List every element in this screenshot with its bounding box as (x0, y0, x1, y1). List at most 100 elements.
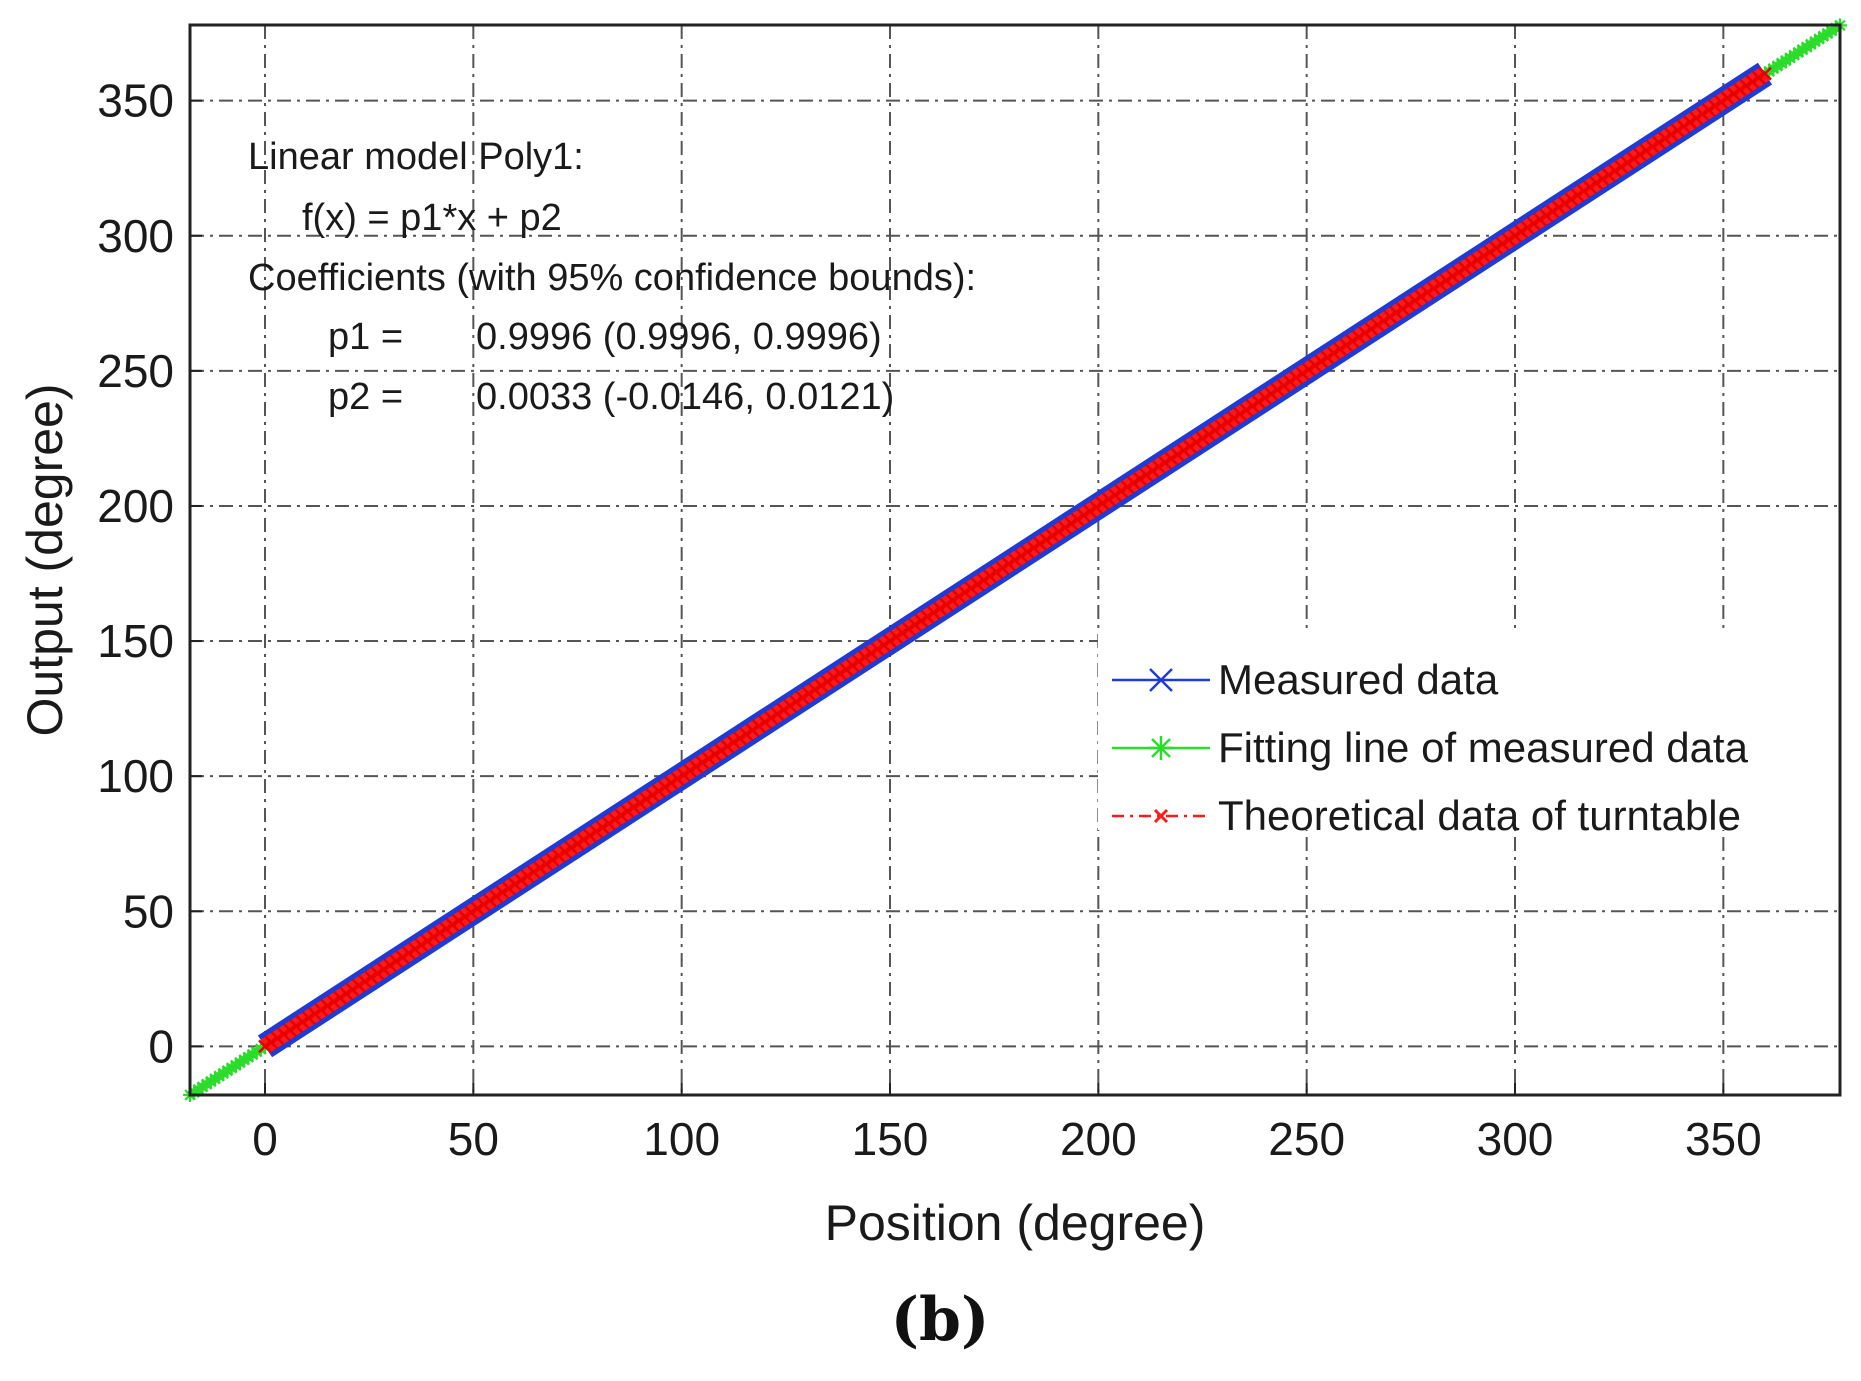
theoretical-marker (1376, 313, 1391, 328)
theoretical-marker (701, 751, 716, 766)
theoretical-marker (1570, 188, 1585, 203)
theoretical-marker (1395, 301, 1410, 316)
theoretical-marker (1501, 232, 1516, 247)
theoretical-marker (1008, 553, 1022, 567)
theoretical-marker (1051, 524, 1066, 539)
y-tick-label: 50 (123, 885, 174, 937)
theoretical-marker (1451, 265, 1466, 280)
theoretical-marker (608, 812, 622, 827)
theoretical-marker (758, 715, 772, 730)
theoretical-marker (676, 767, 691, 782)
theoretical-marker (1120, 480, 1135, 494)
theoretical-marker (1620, 155, 1635, 170)
theoretical-marker (839, 662, 854, 677)
theoretical-marker (626, 800, 641, 815)
theoretical-marker (364, 970, 379, 985)
legend-label: Theoretical data of turntable (1218, 792, 1741, 839)
theoretical-marker (1245, 399, 1260, 413)
theoretical-marker (958, 585, 972, 600)
theoretical-marker (1758, 66, 1772, 81)
theoretical-marker (1251, 395, 1266, 409)
legend-item-fitting: Fitting line of measured data (1112, 724, 1749, 771)
grid (190, 25, 1840, 1095)
theoretical-marker (1083, 504, 1097, 519)
theoretical-marker (1589, 176, 1604, 190)
theoretical-marker (826, 670, 841, 685)
theoretical-marker (264, 1035, 279, 1050)
theoretical-marker (1689, 111, 1704, 126)
theoretical-marker (564, 840, 579, 855)
theoretical-marker (1445, 269, 1460, 284)
y-tick-label: 350 (97, 75, 174, 127)
theoretical-marker (1714, 95, 1729, 109)
theoretical-marker (620, 804, 635, 819)
legend-marker-x-icon (1149, 668, 1173, 692)
theoretical-marker (708, 747, 722, 762)
theoretical-marker (508, 877, 522, 892)
legend-label: Fitting line of measured data (1218, 724, 1749, 771)
annotation-line: 0.0033 (-0.0146, 0.0121) (476, 376, 894, 418)
theoretical-marker (1064, 516, 1079, 531)
legend-marker-star-icon (1149, 736, 1173, 760)
theoretical-marker (1658, 131, 1672, 146)
theoretical-marker (1326, 346, 1341, 361)
theoretical-marker (858, 650, 872, 665)
theoretical-marker (1539, 208, 1554, 223)
theoretical-marker (870, 642, 885, 657)
theoretical-marker (1664, 127, 1679, 142)
theoretical-marker (1720, 91, 1735, 105)
theoretical-marker (1220, 415, 1235, 430)
theoretical-marker (1158, 455, 1172, 470)
theoretical-marker (1145, 463, 1160, 478)
x-tick-label: 300 (1477, 1113, 1554, 1165)
theoretical-marker (1595, 172, 1610, 186)
theoretical-marker (1708, 99, 1722, 113)
x-tick-label: 150 (852, 1113, 929, 1165)
theoretical-marker (789, 694, 804, 709)
theoretical-marker (376, 962, 391, 977)
theoretical-marker (939, 597, 954, 612)
theoretical-marker (1026, 540, 1041, 555)
theoretical-marker (733, 731, 747, 746)
theoretical-marker (795, 690, 810, 705)
theoretical-marker (1239, 403, 1254, 417)
theoretical-marker (1101, 492, 1116, 507)
theoretical-marker (745, 723, 760, 738)
theoretical-marker (945, 593, 960, 608)
theoretical-marker (814, 678, 829, 693)
theoretical-marker (276, 1027, 291, 1042)
theoretical-marker (295, 1015, 310, 1029)
theoretical-marker (1364, 322, 1379, 336)
theoretical-marker (1126, 476, 1141, 490)
theoretical-marker (1258, 390, 1272, 405)
theoretical-marker (320, 998, 335, 1013)
theoretical-marker (1089, 500, 1104, 515)
theoretical-marker (333, 990, 347, 1005)
theoretical-marker (1483, 245, 1497, 259)
theoretical-marker (1320, 350, 1335, 365)
theoretical-marker (1508, 228, 1522, 243)
theoretical-marker (1670, 123, 1685, 138)
theoretical-marker (851, 654, 866, 669)
theoretical-marker (1551, 200, 1566, 215)
theoretical-marker (1726, 87, 1741, 101)
theoretical-marker (1095, 496, 1110, 511)
x-tick-label: 200 (1060, 1113, 1137, 1165)
theoretical-marker (1189, 435, 1204, 450)
theoretical-marker (1458, 261, 1472, 276)
annotation-line: p2 = (328, 376, 403, 418)
theoretical-marker (726, 735, 741, 750)
theoretical-marker (1683, 115, 1697, 130)
theoretical-marker (470, 901, 485, 916)
theoretical-marker (1514, 224, 1529, 239)
theoretical-marker (1383, 309, 1397, 324)
theoretical-marker (258, 1039, 272, 1054)
y-tick-label: 250 (97, 345, 174, 397)
theoretical-marker (695, 755, 710, 770)
theoretical-marker (1614, 159, 1629, 174)
theoretical-marker (526, 865, 541, 879)
theoretical-marker (951, 589, 966, 604)
theoretical-marker (283, 1023, 297, 1038)
theoretical-marker (1601, 168, 1616, 182)
theoretical-marker (495, 885, 510, 900)
